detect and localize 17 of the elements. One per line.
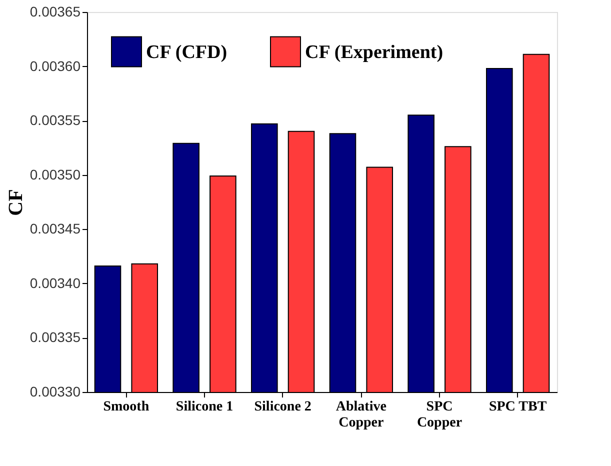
- y-tick-label: 0.00340: [30, 274, 81, 291]
- legend-label: CF (CFD): [146, 42, 228, 63]
- legend-label: CF (Experiment): [305, 42, 444, 63]
- y-tick-label: 0.00360: [30, 58, 81, 74]
- y-axis-title: CF: [4, 189, 27, 216]
- y-tick-label: 0.00345: [30, 220, 81, 237]
- y-tick-label: 0.00335: [30, 329, 81, 346]
- x-tick-label: Smooth: [103, 400, 150, 414]
- x-tick-label: SPC TBT: [488, 400, 548, 414]
- y-tick-label: 0.00365: [30, 4, 81, 20]
- y-tick-label: 0.00330: [30, 384, 81, 400]
- x-tick-label: Silicone 2: [254, 400, 312, 414]
- y-tick-label: 0.00350: [30, 166, 81, 182]
- x-tick-label: Ablative Copper: [336, 400, 386, 430]
- y-tick-label: 0.00355: [30, 112, 81, 128]
- x-tick-label: Silicone 1: [176, 400, 234, 414]
- x-tick-label: SPC Copper: [416, 400, 462, 430]
